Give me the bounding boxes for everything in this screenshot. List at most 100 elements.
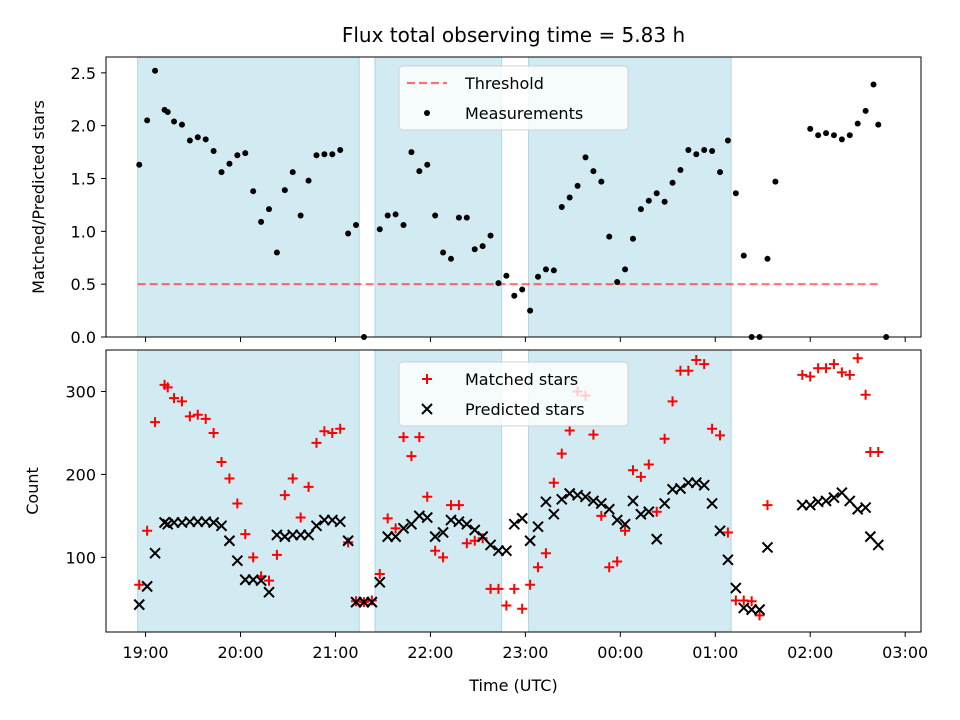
matched-stars-point-53 [548, 477, 559, 488]
predicted-stars-point-39 [437, 526, 449, 539]
predicted-stars-point-53 [548, 508, 560, 520]
matched-stars-point-25 [327, 427, 338, 438]
top-legend: Threshold Measurements [398, 65, 629, 131]
matched-stars-point-87 [844, 369, 855, 380]
matched-stars-point-82 [805, 371, 816, 382]
predicted-stars-point-34 [397, 522, 410, 535]
measurement-point-70 [693, 151, 700, 158]
measurement-point-45 [495, 280, 502, 287]
measurement-point-19 [281, 187, 288, 194]
matched-stars-point-71 [691, 354, 702, 365]
predicted-stars-point-80 [761, 541, 774, 554]
matched-stars-point-91 [873, 447, 884, 458]
top-y-tick-label-2: 1.0 [71, 222, 96, 241]
measurement-point-89 [870, 81, 877, 88]
measurement-point-43 [479, 243, 486, 250]
matched-stars-point-10 [208, 427, 219, 438]
figure-title: Flux total observing time = 5.83 h [342, 23, 685, 47]
predicted-stars-point-66 [651, 533, 663, 545]
predicted-stars-point-17 [263, 586, 275, 598]
measurement-point-9 [202, 136, 209, 143]
predicted-stars-point-79 [753, 603, 766, 616]
top-panel: 0.0 0.5 1.0 1.5 2.0 2.5 Matched/Predicted sta… [29, 56, 922, 347]
predicted-stars-point-75 [722, 554, 734, 566]
matched-stars-point-70 [683, 365, 694, 376]
matched-stars-point-8 [192, 409, 203, 420]
matched-stars-point-30 [366, 595, 377, 606]
measurements-series [136, 67, 890, 340]
measurement-point-6 [178, 121, 185, 128]
matched-stars-point-89 [860, 389, 871, 400]
matched-stars-point-31 [374, 568, 385, 579]
measurement-point-2 [152, 67, 159, 74]
predicted-stars-point-65 [643, 506, 655, 518]
predicted-stars-point-49 [516, 512, 528, 525]
matched-stars-point-86 [836, 367, 847, 378]
predicted-stars-point-48 [508, 518, 520, 530]
measurement-point-4 [164, 108, 171, 115]
predicted-stars-point-45 [484, 539, 497, 551]
predicted-stars-point-42 [461, 518, 473, 530]
measurement-point-90 [875, 121, 882, 128]
measurement-point-56 [582, 154, 589, 161]
measurement-point-35 [416, 168, 423, 175]
predicted-stars-point-13 [231, 554, 244, 567]
top-y-tick-label-5: 2.5 [71, 64, 96, 83]
measurement-point-11 [218, 169, 225, 176]
legend-measurements-swatch [424, 110, 430, 116]
predicted-stars-point-11 [215, 520, 228, 532]
measurement-point-25 [329, 151, 336, 158]
top-y-tick-label-0: 0.0 [71, 328, 96, 347]
measurement-point-5 [171, 118, 178, 125]
matched-stars-point-26 [335, 423, 346, 434]
measurement-point-48 [519, 286, 526, 293]
matched-stars-point-34 [398, 432, 409, 443]
matched-stars-point-49 [517, 603, 528, 614]
matched-stars-point-64 [635, 471, 646, 482]
measurement-point-52 [550, 267, 557, 274]
x-tick-label-3: 22:00 [407, 643, 453, 662]
x-tick-label-1: 20:00 [217, 643, 263, 662]
measurement-point-20 [289, 169, 296, 176]
predicted-stars-point-74 [714, 525, 726, 537]
x-tick-label-8: 03:00 [882, 643, 928, 662]
matched-stars-point-46 [493, 583, 504, 594]
measurement-point-0 [136, 161, 143, 168]
measurement-point-79 [764, 255, 771, 262]
matched-stars-point-47 [501, 600, 512, 611]
matched-stars-point-48 [509, 583, 520, 594]
measurement-point-69 [685, 146, 692, 153]
measurement-point-36 [424, 161, 431, 168]
predicted-stars-point-27 [342, 535, 354, 547]
measurement-point-44 [487, 232, 494, 239]
measurement-point-71 [701, 146, 708, 153]
predicted-stars-point-57 [579, 491, 592, 503]
predicted-stars-point-26 [334, 515, 346, 528]
matched-stars-point-11 [216, 456, 227, 467]
top-y-tick-label-3: 1.5 [71, 170, 96, 189]
measurement-point-47 [511, 292, 518, 299]
matched-stars-point-63 [627, 465, 638, 476]
top-legend-box [398, 65, 629, 131]
matched-stars-point-59 [596, 510, 607, 521]
matched-stars-point-23 [311, 437, 322, 448]
measurement-point-82 [815, 132, 822, 139]
measurement-point-67 [669, 179, 676, 186]
matched-stars-point-32 [382, 513, 393, 524]
measurement-point-76 [740, 252, 747, 259]
measurement-point-85 [838, 136, 845, 143]
predicted-stars-point-10 [207, 516, 220, 529]
matched-stars-point-13 [232, 498, 243, 509]
matched-stars-point-61 [612, 556, 623, 567]
predicted-stars-point-67 [658, 497, 671, 510]
x-tick-label-6: 01:00 [692, 643, 738, 662]
measurement-point-34 [408, 149, 415, 156]
top-legend-label-0: Threshold [464, 74, 544, 93]
legend-predicted-swatch [421, 403, 433, 415]
measurement-point-74 [724, 137, 731, 144]
matched-stars-point-1 [142, 525, 153, 536]
bottom-legend-label-1: Predicted stars [465, 400, 585, 419]
bottom-y-tick-label-0: 100 [65, 548, 96, 567]
matched-stars-point-17 [264, 575, 274, 586]
measurement-point-18 [273, 249, 280, 256]
